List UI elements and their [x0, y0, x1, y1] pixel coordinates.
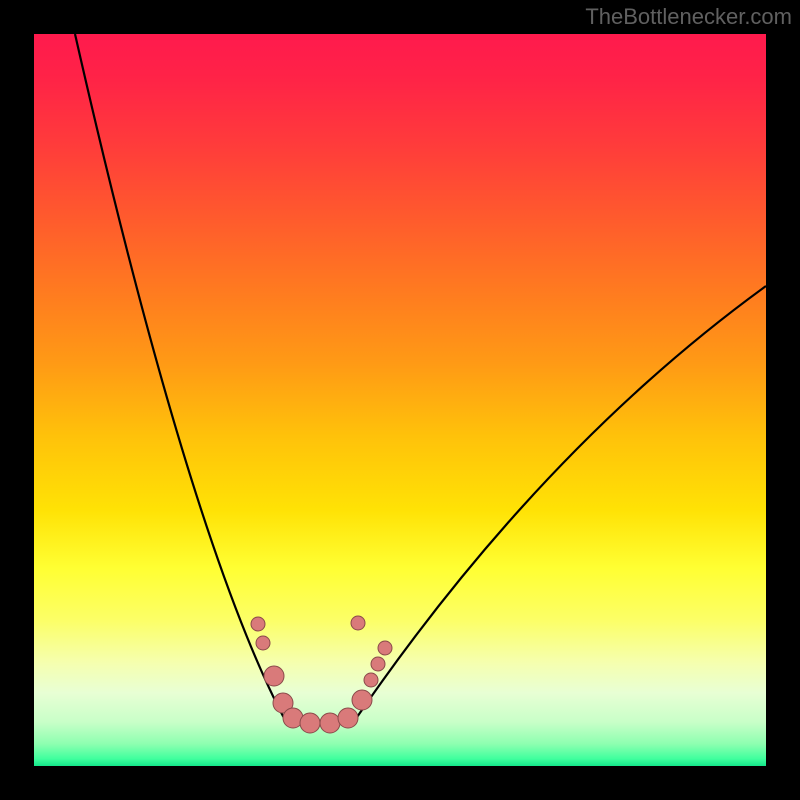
- data-point: [251, 617, 265, 631]
- data-point: [352, 690, 372, 710]
- data-point: [264, 666, 284, 686]
- data-point: [378, 641, 392, 655]
- data-point: [300, 713, 320, 733]
- data-point: [256, 636, 270, 650]
- data-point: [371, 657, 385, 671]
- data-point: [364, 673, 378, 687]
- bottleneck-chart: [0, 0, 800, 800]
- chart-container: TheBottlenecker.com: [0, 0, 800, 800]
- data-point: [338, 708, 358, 728]
- data-point: [320, 713, 340, 733]
- data-point: [351, 616, 365, 630]
- watermark-text: TheBottlenecker.com: [585, 4, 792, 30]
